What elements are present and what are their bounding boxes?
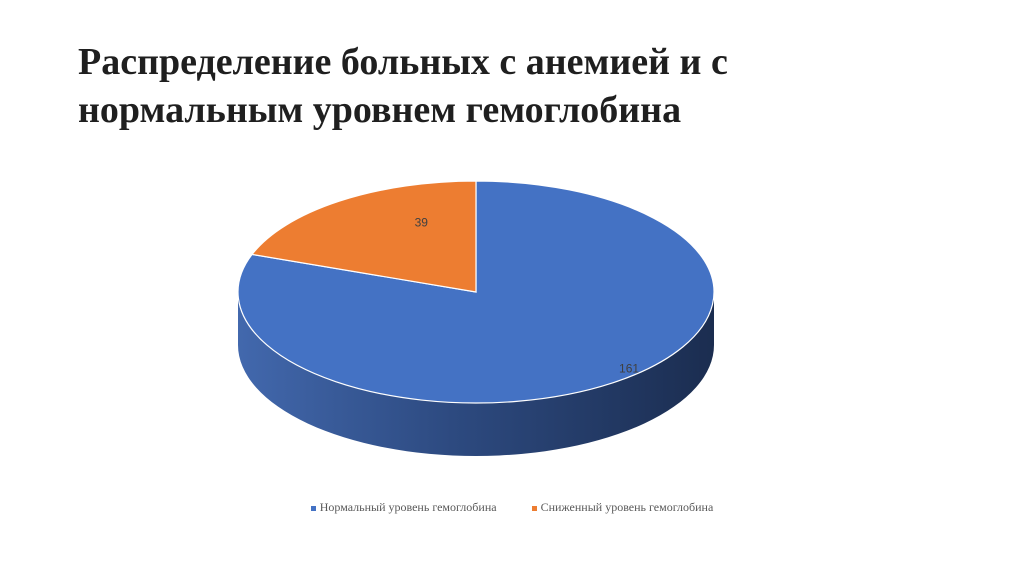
legend-marker-normal [310, 505, 316, 511]
pie-data-label-1: 39 [415, 216, 429, 230]
slide-title-line-1: Распределение больных с анемией и с [78, 41, 728, 83]
legend-marker-reduced [531, 505, 537, 511]
legend-item-normal: Нормальный уровень гемоглобина [310, 500, 497, 515]
slide-title-line-2: нормальным уровнем гемоглобина [78, 89, 682, 131]
pie-slice-1 [250, 180, 477, 293]
pie-data-labels: 161 39 [415, 216, 640, 376]
legend-label-reduced: Сниженный уровень гемоглобина [540, 500, 714, 514]
legend-label-normal: Нормальный уровень гемоглобина [319, 500, 497, 514]
pie-slices [237, 180, 715, 404]
legend-item-reduced: Сниженный уровень гемоглобина [531, 500, 714, 515]
slide-title: Распределение больных с анемией и с норм… [78, 38, 978, 134]
pie-side-0 [238, 292, 714, 456]
legend: Нормальный уровень гемоглобина Сниженный… [0, 500, 1024, 515]
pie-sides [238, 292, 714, 456]
pie-data-label-0: 161 [619, 362, 639, 376]
